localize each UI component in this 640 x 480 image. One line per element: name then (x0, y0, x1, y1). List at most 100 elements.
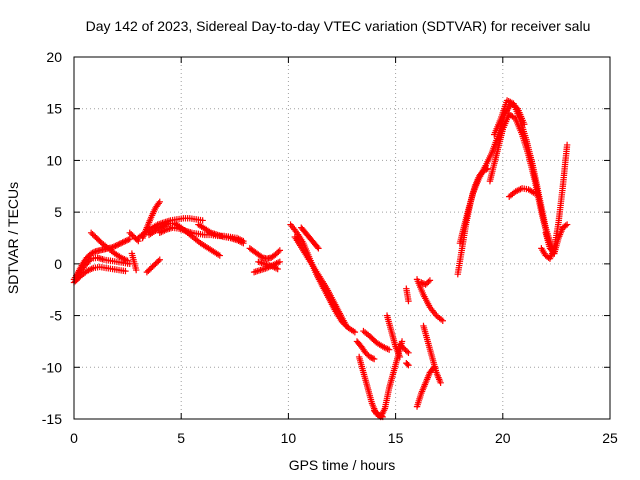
data-point (199, 217, 206, 224)
data-point (155, 257, 162, 265)
data-point (404, 360, 411, 368)
data-point (400, 345, 408, 352)
data-point (368, 354, 375, 361)
data-point (402, 346, 409, 354)
data-point (426, 277, 434, 284)
data-points (70, 97, 571, 421)
x-tick-label: 10 (281, 430, 297, 446)
y-tick-label: 0 (54, 256, 62, 272)
y-tick-label: -10 (42, 359, 62, 375)
x-axis-label: GPS time / hours (289, 457, 396, 473)
data-point (125, 236, 132, 243)
data-point (396, 341, 404, 348)
data-point (369, 355, 376, 362)
y-tick-label: 15 (46, 101, 62, 117)
data-point (126, 229, 133, 237)
series-arc-10 (145, 220, 223, 259)
data-point (437, 379, 444, 386)
data-point (423, 279, 431, 287)
data-point (145, 267, 152, 274)
series-arc-15 (255, 258, 281, 273)
series-arc-9 (135, 215, 206, 242)
data-point (405, 362, 412, 369)
series-arc-7 (143, 256, 163, 276)
data-point (149, 263, 156, 270)
data-point (258, 253, 265, 260)
data-point (122, 237, 129, 245)
data-point (531, 190, 539, 197)
series-arc-13 (246, 245, 284, 262)
plot-frame (73, 56, 611, 420)
x-tick-labels: 0 5 10 15 20 25 (70, 430, 618, 446)
series-arc-2 (70, 263, 129, 286)
data-point (126, 235, 133, 243)
y-tick-label: 20 (46, 49, 62, 65)
data-point (156, 198, 163, 205)
series-arc-28 (420, 322, 444, 386)
data-point (362, 349, 369, 357)
data-point (563, 221, 571, 228)
data-point (272, 251, 279, 258)
data-point (562, 222, 569, 229)
data-point (89, 231, 96, 238)
data-point (153, 259, 161, 266)
series-arc-12 (195, 221, 247, 247)
data-point (315, 245, 322, 252)
data-point (119, 239, 126, 246)
axis-ticks (73, 56, 611, 420)
series-arc-26 (403, 285, 412, 305)
chart-title: Day 142 of 2023, Sidereal Day-to-day VTE… (86, 18, 591, 34)
data-point (112, 242, 119, 250)
data-point (425, 278, 432, 285)
data-point (405, 349, 412, 357)
data-point (156, 256, 163, 263)
data-point (124, 257, 131, 264)
data-point (147, 264, 155, 272)
data-point (115, 241, 122, 248)
series-arc-29 (413, 276, 446, 324)
data-point (123, 237, 131, 244)
data-point (120, 238, 128, 245)
data-point (399, 344, 406, 351)
data-point (127, 231, 135, 238)
series-arc-19 (353, 338, 378, 363)
data-point (216, 252, 223, 259)
data-point (405, 297, 412, 305)
data-point (89, 249, 96, 257)
series-arc-20 (355, 338, 406, 421)
data-point (117, 239, 125, 247)
x-tick-label: 25 (602, 430, 618, 446)
data-point (152, 260, 159, 268)
y-axis-label: SDTVAR / TECUs (5, 182, 21, 294)
data-point (343, 322, 350, 330)
data-point (398, 342, 405, 350)
data-point (396, 353, 404, 361)
data-point (385, 346, 393, 353)
data-point (274, 265, 281, 273)
data-point (87, 229, 95, 237)
series-arc-6 (128, 250, 140, 274)
data-point (370, 355, 378, 363)
data-point (150, 262, 158, 269)
series-arc-24 (396, 341, 412, 357)
data-point (418, 279, 425, 286)
series-arc-37 (542, 221, 571, 257)
data-point (86, 256, 94, 264)
data-point (110, 243, 118, 250)
series-arc-31 (454, 165, 491, 278)
data-point (439, 317, 446, 324)
data-point (275, 248, 282, 255)
x-tick-label: 5 (177, 430, 185, 446)
data-point (90, 248, 98, 256)
data-point (129, 232, 136, 239)
series-arc-34 (491, 97, 556, 252)
series-arc-17 (291, 233, 350, 330)
data-point (113, 242, 121, 249)
data-point (122, 267, 129, 275)
x-tick-label: 0 (70, 430, 78, 446)
data-point (132, 266, 140, 274)
series-arc-3 (75, 254, 133, 278)
y-tick-label: -15 (42, 411, 62, 427)
x-tick-label: 15 (388, 430, 404, 446)
